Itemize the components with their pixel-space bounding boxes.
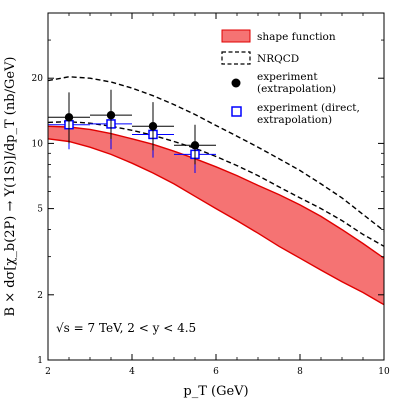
nrqcd-upper-curve (47, 76, 385, 232)
experiment-point-marker (148, 122, 158, 131)
legend-label: shape function (257, 31, 336, 43)
x-axis-label: p_T (GeV) (183, 384, 248, 399)
x-tick-label: 6 (213, 367, 219, 377)
x-tick-label: 4 (129, 367, 135, 377)
y-tick-label: 20 (32, 74, 44, 84)
y-axis-label: B × dσ[χ_b(2P) → Υ(1S)]/dp_T (nb/GeV) (3, 57, 18, 317)
legend-label: experiment (257, 71, 318, 83)
shape-function-band-layer (47, 125, 385, 306)
y-tick-label: 1 (37, 356, 43, 366)
y-tick-label: 10 (32, 139, 44, 149)
y-tick-label: 2 (37, 291, 43, 301)
legend-label: experiment (direct, (257, 102, 360, 114)
legend-band-swatch (221, 29, 251, 43)
experiment-point-marker (64, 113, 74, 122)
legend-circle-marker (231, 78, 241, 88)
x-tick-label: 10 (378, 367, 390, 377)
nrqcd-band-layer (47, 76, 385, 247)
legend-dashed-swatch (221, 51, 251, 65)
experiment-points-layer (48, 89, 216, 174)
legend-square-marker (231, 106, 242, 117)
shape-function-upper-edge (47, 125, 385, 259)
legend-label: extrapolation) (257, 114, 332, 126)
legend-label: NRQCD (257, 53, 299, 65)
x-tick-label: 8 (297, 367, 303, 377)
shape-function-band (48, 126, 384, 305)
legend-label: (extrapolation) (257, 83, 336, 95)
shape-function-lower-edge (47, 138, 385, 306)
experiment-point-marker (190, 141, 200, 150)
x-tick-label: 2 (45, 367, 51, 377)
energy-annotation: √s = 7 TeV, 2 < y < 4.5 (56, 321, 196, 335)
y-tick-label: 5 (37, 205, 43, 215)
legend: shape function NRQCD experiment(extrapolat… (221, 29, 360, 126)
nrqcd-lower-curve (47, 120, 385, 247)
experiment-point-marker (106, 110, 116, 120)
